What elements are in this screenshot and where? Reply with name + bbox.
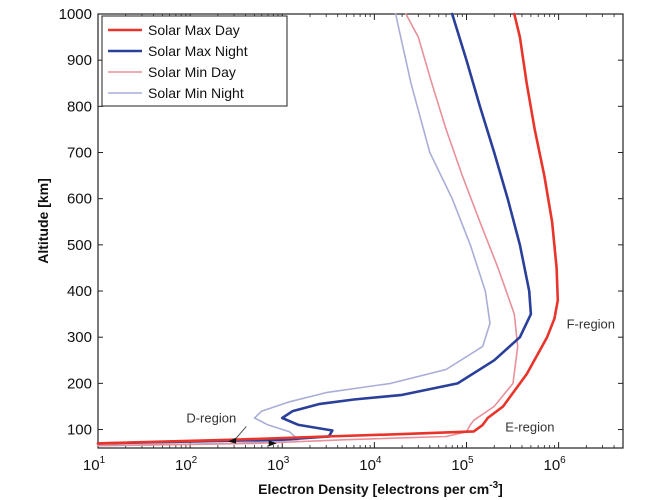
y-tick-label: 800 [67, 98, 92, 115]
annotation-e-region: E-region [505, 420, 554, 435]
y-tick-label: 1000 [59, 6, 92, 23]
series-line-solar-max-night [96, 12, 533, 445]
y-tick-label: 200 [67, 375, 92, 392]
x-tick-label: 101 [83, 455, 106, 474]
legend-label: Solar Max Day [148, 22, 240, 38]
y-tick-label: 700 [67, 145, 92, 162]
legend-items: Solar Max Day Solar Max Night Solar Min Da… [108, 22, 248, 101]
series-line-solar-min-night [97, 13, 491, 447]
plot-frame [97, 13, 624, 449]
x-axis-title-main: Electron Density [electrons per cm [258, 481, 489, 497]
series-line-solar-max-day [96, 12, 560, 445]
d-region-pointer [233, 426, 247, 441]
series-line-solar-min-day [97, 13, 519, 447]
x-tick-label: 104 [359, 455, 382, 474]
annotation-f-region: F-region [567, 316, 615, 331]
legend-label: Solar Min Day [148, 64, 236, 80]
x-tick-label: 106 [543, 455, 566, 474]
y-tick-label: 900 [67, 52, 92, 69]
arrow-icon [228, 437, 237, 444]
x-axis-title: Electron Density [electrons per cm-3] [258, 480, 503, 497]
x-axis-title-end: ] [498, 481, 503, 497]
annotation-layer: F-region E-region D-region [186, 316, 615, 447]
x-tick-label: 105 [451, 455, 474, 474]
y-axis-title: Altitude [km] [35, 178, 51, 264]
series-layer [96, 12, 560, 447]
legend-label: Solar Max Night [148, 43, 248, 59]
arrow-icon [268, 440, 277, 447]
annotation-d-region: D-region [186, 410, 236, 425]
y-tick-label: 500 [67, 237, 92, 254]
y-tick-label: 300 [67, 329, 92, 346]
x-tick-label: 102 [175, 455, 198, 474]
y-tick-label: 100 [67, 422, 92, 439]
legend: Solar Max Day Solar Max Night Solar Min Da… [101, 15, 288, 107]
y-tick-label: 600 [67, 191, 92, 208]
y-tick-label: 400 [67, 283, 92, 300]
x-tick-label: 103 [267, 455, 290, 474]
ticks-layer: 100 200 300 400 500 600 700 800 900 1000 101 102 103… [59, 6, 624, 474]
x-axis-title-exponent: -3 [489, 480, 498, 491]
legend-label: Solar Min Night [148, 85, 244, 101]
